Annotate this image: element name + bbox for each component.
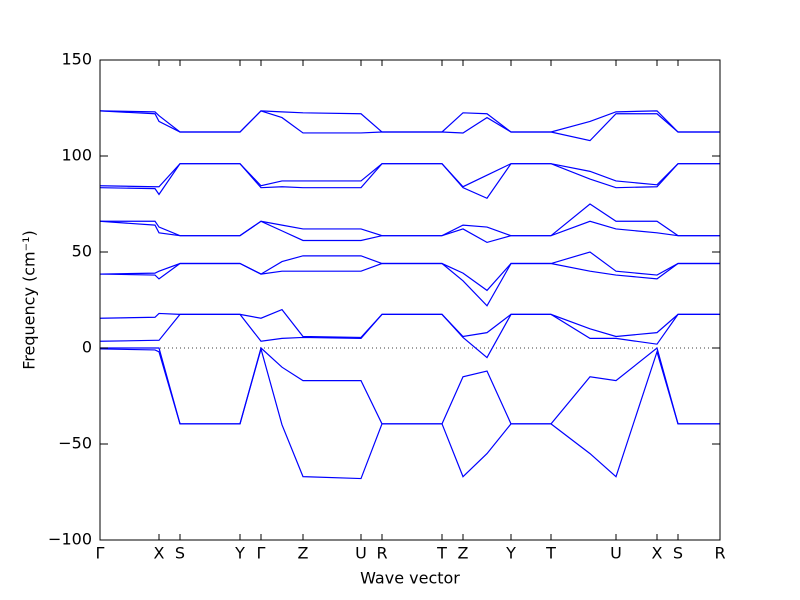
- plot-frame: [99, 59, 721, 541]
- y-tick-label: 0: [82, 338, 92, 357]
- x-axis-label: Wave vector: [360, 569, 460, 588]
- x-tick-label: Y: [234, 544, 245, 563]
- x-tick-label: X: [652, 544, 663, 563]
- band-line: [99, 163, 720, 199]
- x-tick-label: Γ: [96, 544, 105, 563]
- y-tick-label: 150: [61, 50, 92, 69]
- y-axis-label: Frequency (cm⁻¹): [20, 230, 39, 369]
- x-tick-label: Z: [458, 544, 469, 563]
- y-tick-label: −50: [58, 434, 92, 453]
- band-line: [99, 110, 720, 142]
- x-tick-label: T: [436, 544, 447, 563]
- x-tick-label: U: [610, 544, 622, 563]
- x-tick-label: T: [545, 544, 556, 563]
- band-line: [99, 262, 720, 307]
- band-line: [99, 313, 720, 359]
- x-tick-label: Y: [505, 544, 516, 563]
- x-tick-label: S: [175, 544, 185, 563]
- band-line: [99, 220, 720, 244]
- x-tick-label: X: [154, 544, 165, 563]
- y-tick-label: −100: [48, 530, 92, 549]
- x-tick-label: Z: [298, 544, 309, 563]
- x-tick-label: R: [376, 544, 387, 563]
- y-tick-label: 50: [72, 242, 92, 261]
- y-tick-label: 100: [61, 146, 92, 165]
- band-line: [99, 346, 720, 480]
- x-tick-label: Γ: [257, 544, 266, 563]
- x-tick-label: U: [355, 544, 367, 563]
- x-tick-label: S: [673, 544, 683, 563]
- x-tick-label: R: [714, 544, 725, 563]
